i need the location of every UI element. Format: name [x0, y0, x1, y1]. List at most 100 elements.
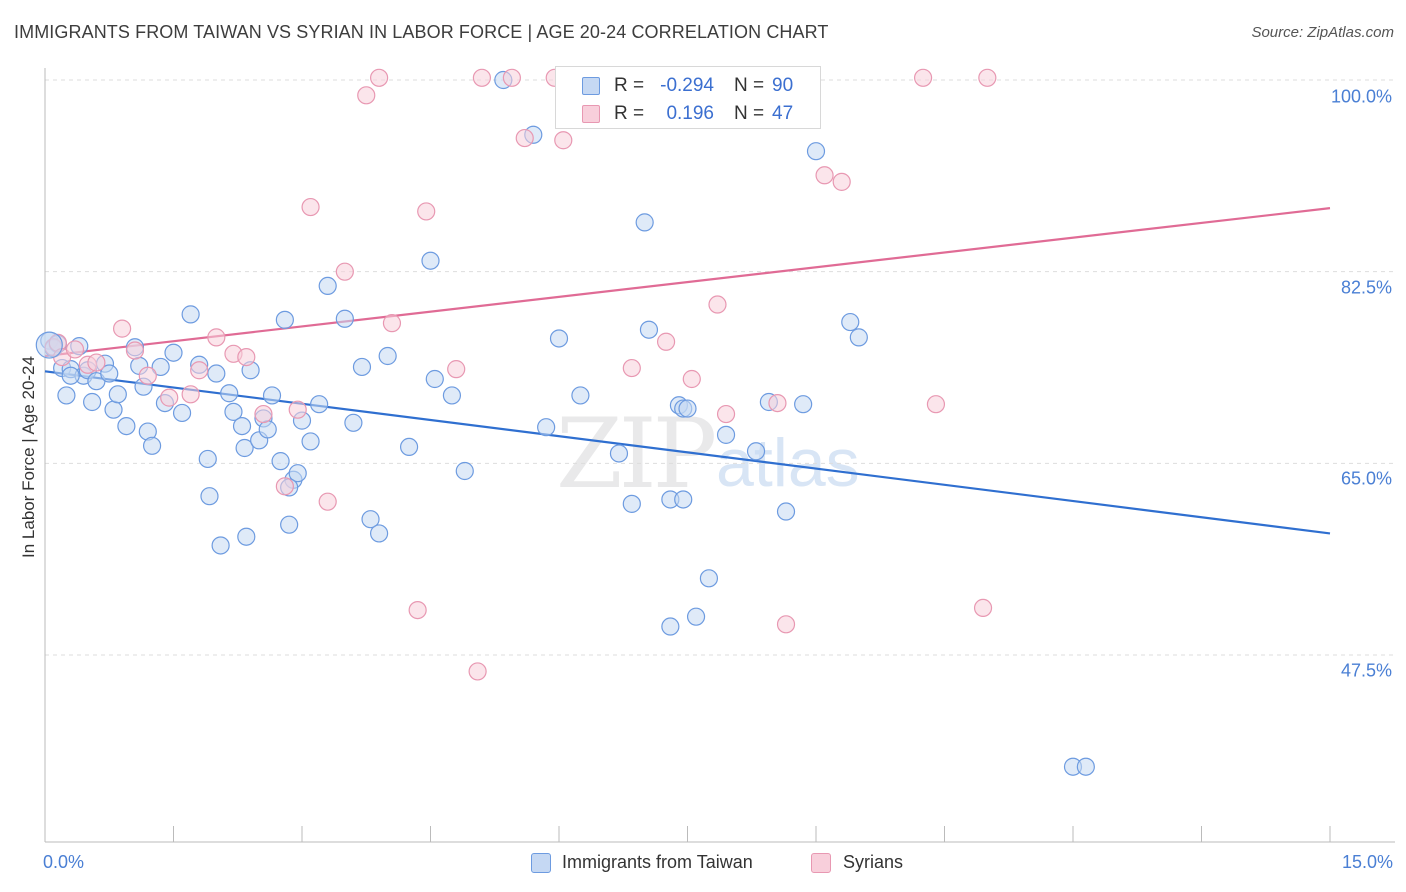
taiwan-point — [622, 494, 641, 513]
syrians-point — [318, 492, 337, 511]
taiwan-legend-swatch — [531, 853, 551, 873]
syrians-point — [65, 340, 85, 359]
syrians-point — [776, 615, 796, 634]
legend-n-value: 90 — [772, 75, 794, 96]
taiwan-point — [635, 213, 654, 232]
taiwan-point — [310, 395, 329, 414]
legend-label-syrians: Syrians — [843, 852, 904, 872]
syrians-point — [87, 353, 106, 372]
syrians-point — [682, 369, 701, 389]
taiwan-point — [806, 142, 826, 161]
syrians-point — [768, 393, 787, 413]
syrians-point — [472, 68, 491, 87]
taiwan-point — [288, 464, 307, 483]
source-label: Source: ZipAtlas.com — [1251, 24, 1394, 41]
legend-n-value: 47 — [772, 103, 794, 124]
syrians-point — [554, 131, 573, 150]
y-tick-label: 82.5% — [1340, 277, 1392, 298]
taiwan-point — [61, 366, 80, 385]
syrians-point — [138, 366, 157, 385]
syrians-point — [335, 262, 354, 281]
taiwan-point — [258, 420, 277, 439]
data-points — [35, 68, 1095, 776]
taiwan-point — [794, 395, 813, 414]
taiwan-point — [207, 364, 226, 383]
taiwan-point — [271, 452, 290, 471]
syrians-point — [181, 385, 200, 404]
taiwan-point — [674, 490, 693, 509]
y-axis-label: In Labor Force | Age 20-24 — [19, 356, 38, 558]
taiwan-point — [370, 524, 389, 543]
series-syrians — [44, 68, 997, 681]
taiwan-point — [104, 400, 123, 419]
syrians-point — [978, 68, 997, 87]
taiwan-point — [172, 403, 192, 423]
taiwan-point — [181, 305, 200, 324]
syrians-point — [382, 314, 402, 333]
syrians-point — [973, 598, 993, 618]
syrians-point — [417, 202, 436, 221]
taiwan-point — [537, 418, 556, 437]
syrians-point — [254, 404, 273, 424]
taiwan-point — [35, 331, 63, 359]
taiwan-point — [352, 357, 372, 377]
taiwan-point — [275, 310, 294, 329]
legend-n-label: N = — [734, 75, 765, 96]
syrians-point — [408, 600, 427, 620]
taiwan-point — [232, 416, 252, 436]
y-tick-label: 65.0% — [1340, 468, 1392, 489]
syrians-trend-line — [44, 207, 1331, 358]
syrians-point — [815, 166, 834, 185]
taiwan-point — [344, 413, 363, 432]
taiwan-point — [117, 416, 136, 436]
syrians-point — [468, 662, 487, 681]
syrians-point — [716, 404, 736, 424]
syrians-point — [926, 395, 946, 414]
syrians-point — [502, 68, 521, 87]
syrians-point — [913, 68, 933, 87]
taiwan-point — [571, 386, 590, 405]
taiwan-point — [211, 536, 230, 555]
syrians-point — [275, 477, 294, 496]
taiwan-point — [83, 392, 102, 412]
y-tick-label: 100.0% — [1330, 86, 1392, 107]
series-taiwan — [40, 70, 1095, 776]
syrians-point — [190, 361, 209, 380]
taiwan-point — [378, 346, 397, 366]
taiwan-point — [237, 527, 256, 546]
taiwan-point — [849, 328, 868, 347]
syrians-point — [622, 358, 641, 378]
taiwan-point — [639, 320, 659, 339]
taiwan-point — [57, 386, 76, 405]
stats-legend: R = -0.294 N = 90 R = 0.196 N = 47 — [555, 66, 821, 129]
taiwan-point — [220, 384, 239, 403]
taiwan-point — [108, 385, 127, 404]
taiwan-point — [549, 329, 569, 348]
syrians-point — [112, 319, 132, 338]
taiwan-swatch — [582, 77, 600, 95]
syrians-point — [125, 341, 145, 360]
x-tick-label: 0.0% — [43, 852, 85, 872]
x-tick-label: 15.0% — [1341, 852, 1393, 872]
taiwan-point — [361, 510, 380, 529]
syrians-point — [656, 332, 676, 351]
legend-r-value: -0.294 — [660, 75, 714, 96]
taiwan-point — [262, 386, 282, 405]
taiwan-point — [142, 436, 162, 455]
legend-n-label: N = — [734, 103, 765, 124]
taiwan-point — [716, 425, 736, 444]
taiwan-point — [841, 312, 860, 332]
syrians-point — [708, 295, 727, 314]
taiwan-point — [151, 357, 170, 377]
taiwan-point — [442, 386, 462, 405]
taiwan-point — [1076, 757, 1095, 776]
syrians-point — [832, 172, 851, 191]
taiwan-point — [425, 369, 444, 389]
watermark-atlas: atlas — [716, 425, 860, 501]
syrians-point — [237, 347, 256, 367]
legend-label-taiwan: Immigrants from Taiwan — [562, 852, 753, 872]
legend-r-value: 0.196 — [666, 103, 714, 124]
syrians-point — [447, 360, 466, 379]
chart-title: IMMIGRANTS FROM TAIWAN VS SYRIAN IN LABO… — [14, 22, 829, 42]
